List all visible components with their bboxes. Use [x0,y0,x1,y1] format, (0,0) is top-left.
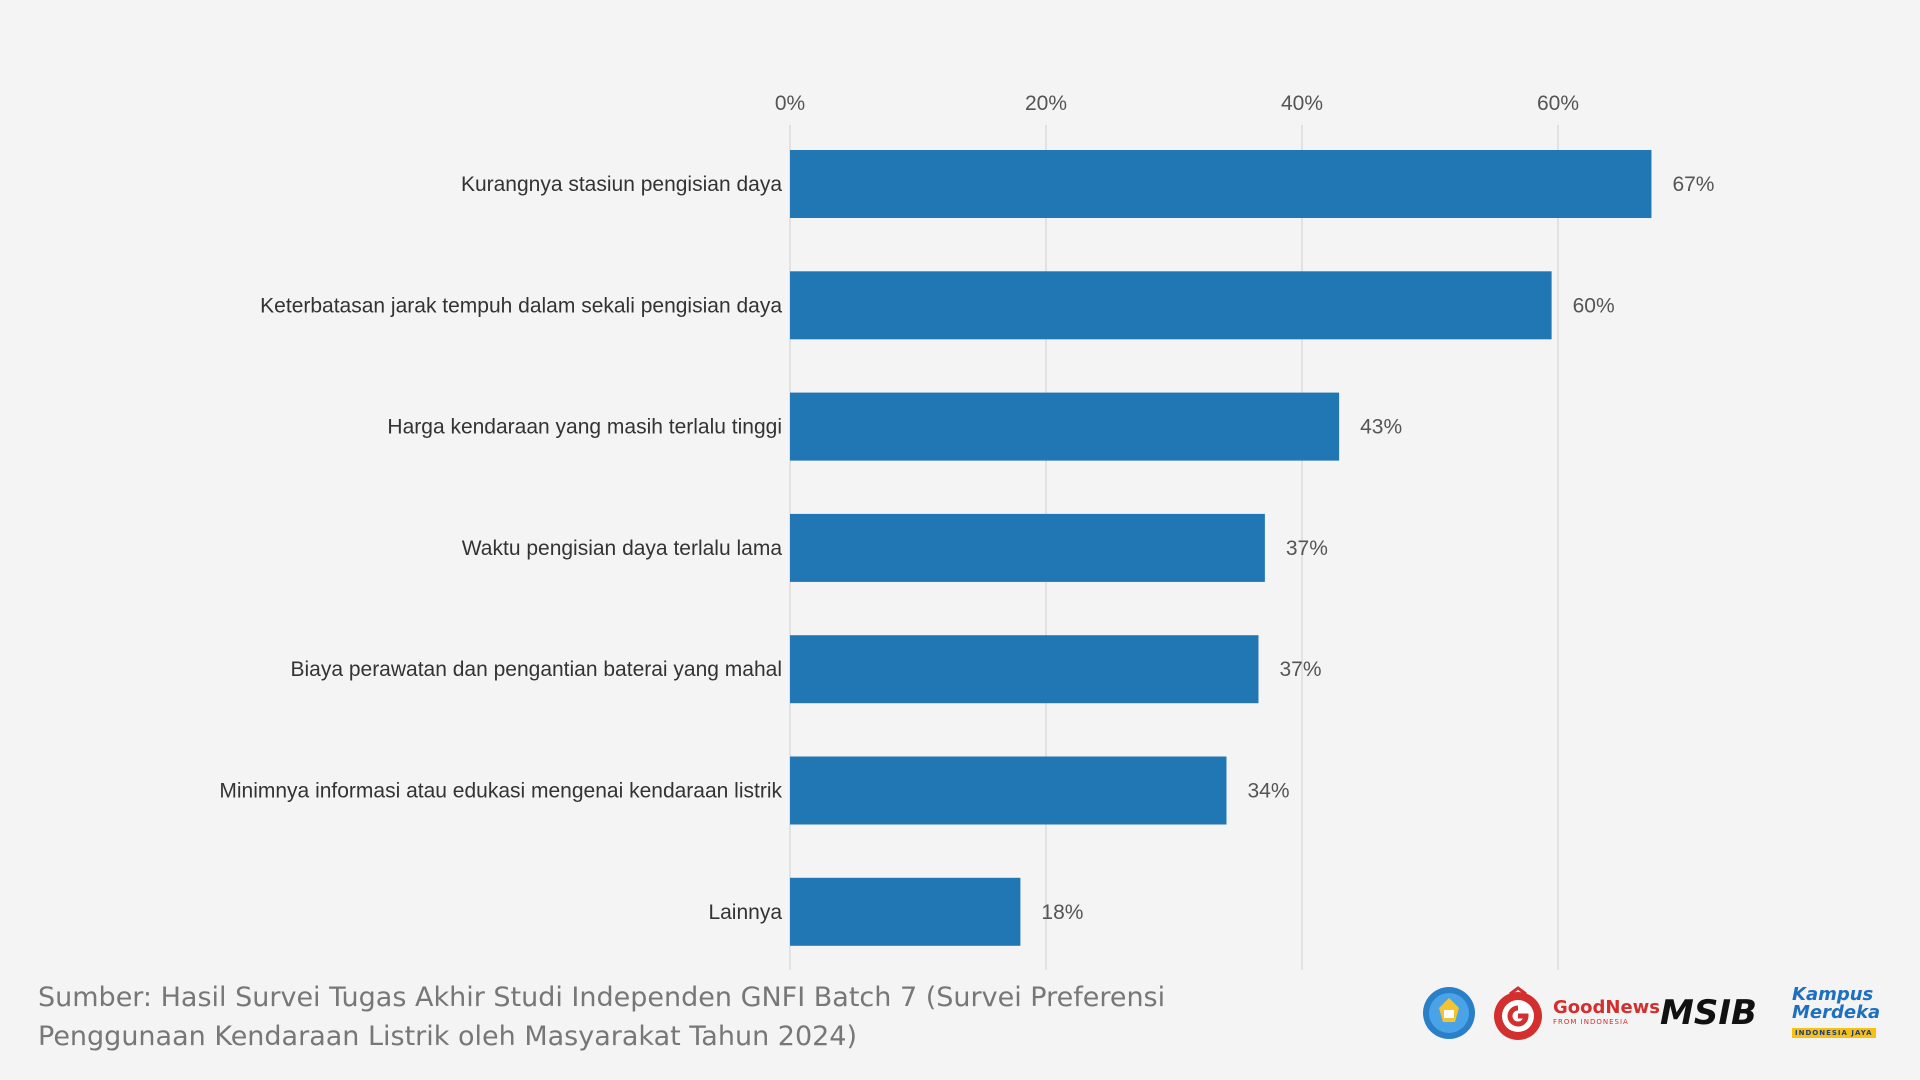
x-tick-label: 60% [1537,92,1579,115]
bar [790,513,1265,582]
bar-chart: 0% 20% 40% 60% Kurangnya stasiun pengisian … [219,92,1714,970]
bar [790,150,1652,218]
value-label: 37% [1286,537,1328,560]
category-label: Minimnya informasi atau edukasi mengenai… [219,780,782,803]
kampus-merdeka-line-1: Kampus [1792,984,1874,1005]
bar [790,877,1021,946]
kemdikbud-emblem-icon [1423,987,1475,1039]
x-tick-label: 40% [1281,92,1323,115]
value-label: 18% [1041,901,1083,924]
x-tick-label: 20% [1025,92,1067,115]
gnfi-g-logo-icon [1494,986,1542,1040]
x-axis-ticks: 0% 20% 40% 60% [775,92,1579,115]
goodnews-wordmark: GoodNews [1553,997,1661,1018]
bar [790,635,1259,704]
bars [790,150,1652,946]
value-labels: 67% 60% 43% 37% 37% 34% 18% [1041,173,1714,924]
x-tick-label: 0% [775,92,805,115]
category-labels: Kurangnya stasiun pengisian daya Keterbat… [219,173,782,924]
partner-logos: GoodNews FROM INDONESIA MSIB Kampus Merd… [1420,986,1890,1042]
source-line-2: Penggunaan Kendaraan Listrik oleh Masyar… [38,1021,858,1052]
goodnews-tagline: FROM INDONESIA [1553,1018,1629,1026]
value-label: 34% [1247,780,1289,803]
msib-wordmark: MSIB [1660,993,1757,1033]
value-label: 37% [1279,658,1321,681]
category-label: Waktu pengisian daya terlalu lama [462,537,783,560]
bar [790,756,1227,825]
kampus-merdeka-logo: Kampus Merdeka INDONESIA JAYA [1792,986,1888,1040]
msib-logo: MSIB [1660,994,1778,1032]
category-label: Biaya perawatan dan pengantian baterai y… [290,658,782,681]
category-label: Harga kendaraan yang masih terlalu tingg… [387,416,782,439]
value-label: 67% [1672,173,1714,196]
bar [790,392,1340,461]
goodnews-logo: GoodNews FROM INDONESIA [1553,997,1661,1027]
source-line-1: Sumber: Hasil Survei Tugas Akhir Studi I… [38,982,1166,1013]
source-note: Sumber: Hasil Survei Tugas Akhir Studi I… [38,978,1218,1056]
value-label: 60% [1573,294,1615,317]
value-label: 43% [1360,416,1402,439]
kampus-merdeka-badge: INDONESIA JAYA [1792,1028,1876,1038]
category-label: Keterbatasan jarak tempuh dalam sekali p… [260,294,782,317]
category-label: Lainnya [708,901,782,924]
bar [790,271,1552,340]
kampus-merdeka-line-2: Merdeka [1792,1002,1881,1023]
category-label: Kurangnya stasiun pengisian daya [461,173,782,196]
